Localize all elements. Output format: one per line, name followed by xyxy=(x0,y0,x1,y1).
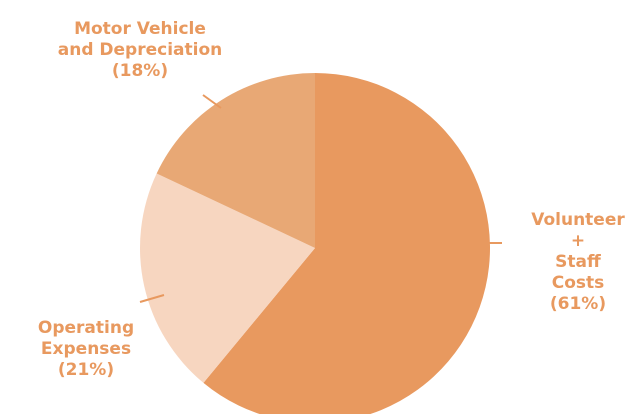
value-label: (21%) xyxy=(57,360,115,380)
value-label: (18%) xyxy=(111,61,169,81)
pie-slice xyxy=(140,173,315,383)
category-label: Volunteer + Staff Costs xyxy=(531,210,625,293)
leader-line xyxy=(139,294,165,303)
leader-line xyxy=(202,94,222,109)
pie-slice xyxy=(156,73,315,248)
slice-label: Operating Expenses (21%) xyxy=(38,318,134,381)
slice-label: Volunteer + Staff Costs (61%) xyxy=(531,210,625,315)
category-label: Operating Expenses xyxy=(37,318,135,359)
value-label: (61%) xyxy=(549,294,607,314)
slice-label: Motor Vehicle and Depreciation (18%) xyxy=(58,19,223,82)
pie-slice xyxy=(203,73,490,414)
category-label: Motor Vehicle and Depreciation xyxy=(57,19,223,60)
